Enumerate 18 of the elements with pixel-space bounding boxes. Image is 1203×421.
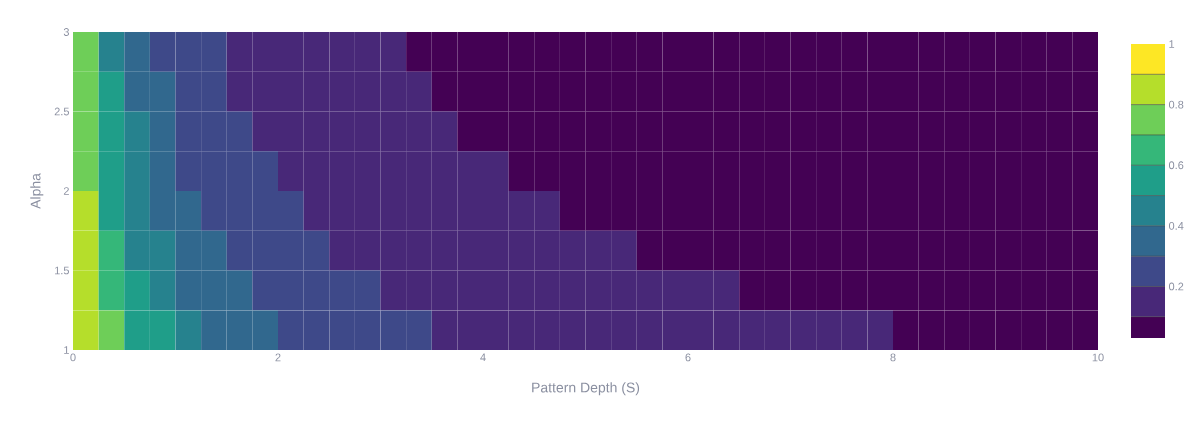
x-axis-title: Pattern Depth (S) — [532, 382, 640, 396]
color-bar-label: 1 — [1169, 40, 1175, 48]
x-tick-label: 8 — [890, 353, 896, 362]
color-bar-label: 0.8 — [1168, 100, 1184, 109]
color-bar-label: 0.4 — [1168, 221, 1184, 230]
x-tick-label: 4 — [480, 353, 486, 362]
y-tick-label: 1 — [64, 346, 69, 354]
y-axis-title: Alpha — [30, 173, 44, 209]
y-tick-label: 2.5 — [54, 107, 69, 116]
x-tick-label: 6 — [685, 353, 691, 362]
x-tick-label: 10 — [1092, 353, 1104, 362]
y-tick-label: 3 — [63, 28, 69, 36]
x-tick-label: 0 — [70, 353, 76, 362]
x-tick-label: 2 — [275, 353, 281, 362]
color-bar-label: 0.2 — [1168, 282, 1184, 291]
y-tick-label: 1.5 — [55, 266, 69, 275]
color-bar-label: 0.6 — [1168, 161, 1184, 170]
y-tick-label: 2 — [63, 187, 69, 195]
